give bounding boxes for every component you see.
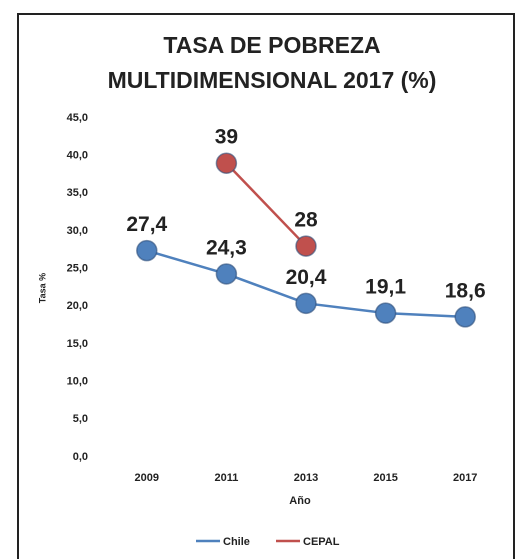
point [136,239,158,262]
y-axis-label: Tasa % [37,273,47,303]
data-label: 27,4 [126,213,167,236]
legend-label: CEPAL [303,536,340,548]
data-label: 28 [294,209,318,232]
x-tick-label: 2015 [373,472,397,484]
x-tick-label: 2017 [453,472,477,484]
y-tick-label: 0,0 [73,451,88,463]
y-tick-label: 15,0 [67,338,88,350]
chart-border [17,13,515,559]
data-label: 39 [215,126,238,149]
y-tick-label: 5,0 [73,413,88,425]
point [215,263,238,285]
y-tick-label: 30,0 [67,225,88,237]
y-tick-label: 45,0 [67,112,88,124]
y-tick-label: 20,0 [67,300,88,312]
y-tick-label: 40,0 [67,150,88,162]
legend-label: Chile [223,536,250,548]
y-tick-label: 10,0 [67,376,88,388]
point [295,292,317,315]
chart-title: MULTIDIMENSIONAL 2017 (%) [108,67,437,93]
point [295,235,317,257]
x-tick-label: 2013 [294,472,318,484]
x-tick-label: 2011 [214,472,238,484]
data-label: 24,3 [206,236,247,259]
point [454,306,476,328]
data-label: 20,4 [286,266,327,289]
series-line [225,162,307,247]
x-axis-label: Año [289,495,311,507]
y-tick-label: 35,0 [67,187,88,199]
data-label: 18,6 [445,279,486,302]
point [374,302,397,324]
y-tick-label: 25,0 [67,263,88,275]
chart-title: TASA DE POBREZA [163,32,380,58]
data-label: 19,1 [365,276,406,299]
point [215,152,238,174]
x-tick-label: 2009 [135,472,159,484]
